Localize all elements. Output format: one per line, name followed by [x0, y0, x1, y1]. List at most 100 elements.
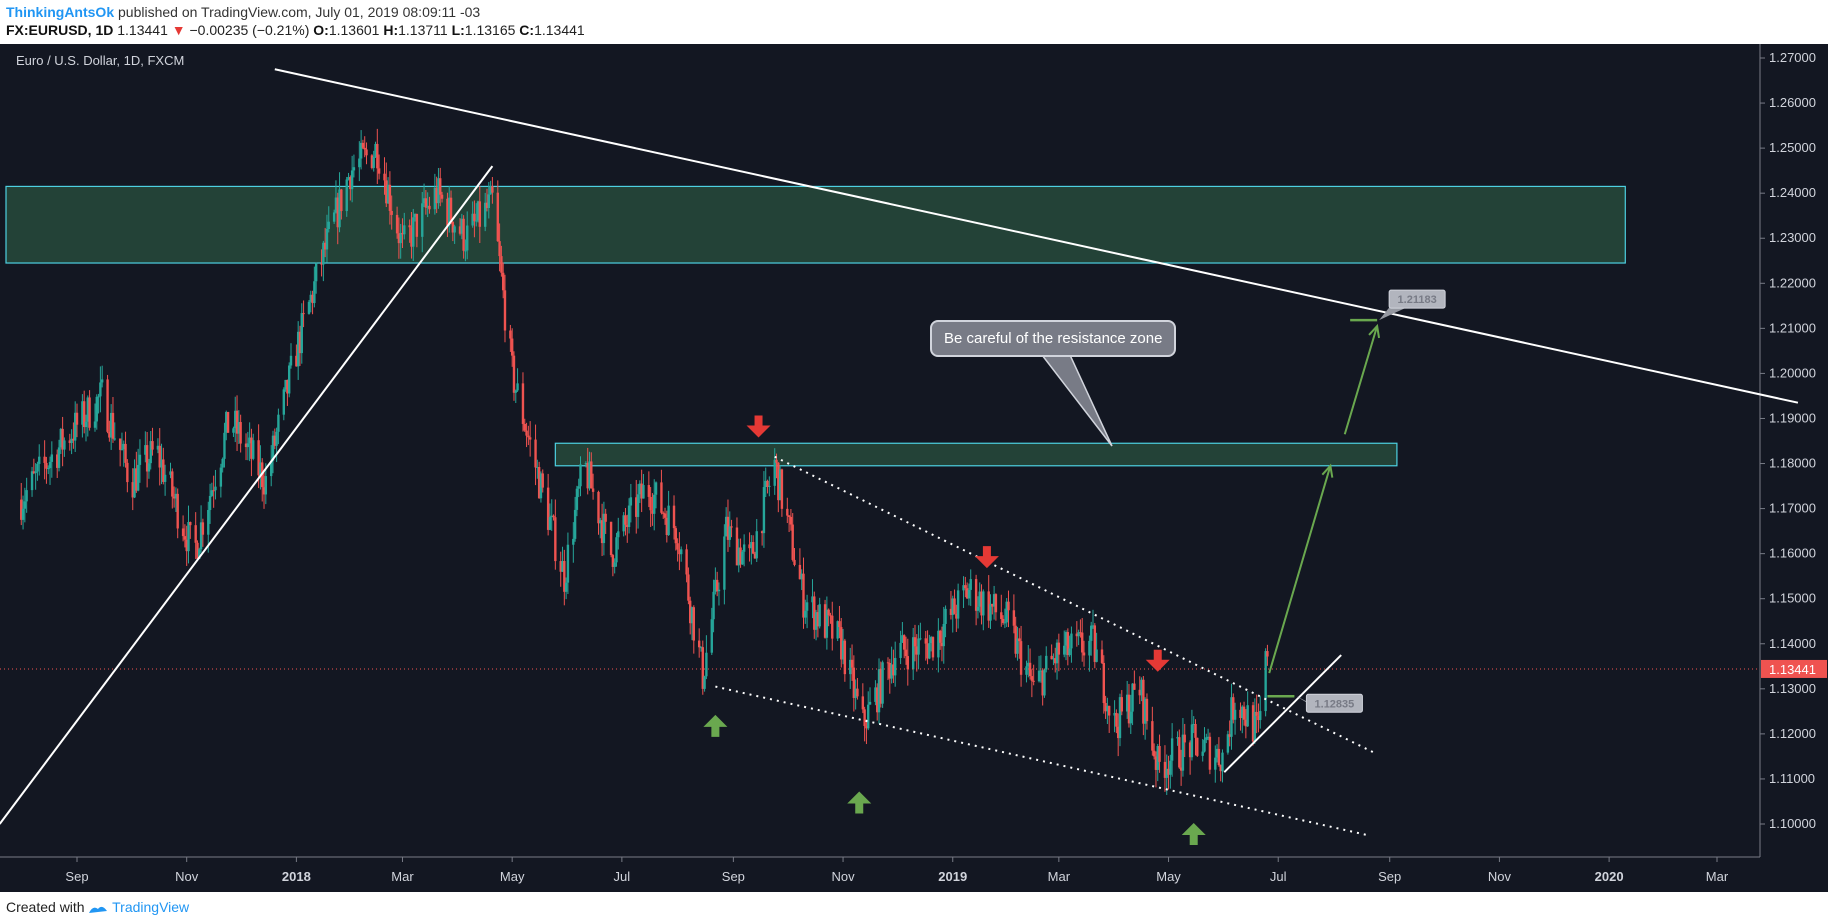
candle-body [270, 460, 273, 477]
candle-body [1259, 711, 1262, 721]
candle-body [395, 214, 399, 234]
y-tick-label: 1.11000 [1769, 771, 1815, 786]
candle-body [1230, 697, 1233, 737]
annotation-callout[interactable]: Be careful of the resistance zone [930, 320, 1177, 357]
candle-body [1127, 694, 1131, 724]
candle-body [940, 642, 944, 647]
candle-body [602, 513, 606, 544]
candle-body [235, 410, 239, 434]
price-label-box [1305, 693, 1363, 713]
candle-body [823, 604, 827, 638]
candle-body [289, 355, 293, 366]
candle-body [863, 709, 866, 727]
candle-body [448, 197, 451, 226]
candle-body [1228, 734, 1231, 737]
y-tick-label: 1.19000 [1769, 410, 1816, 425]
candle-body [579, 464, 582, 487]
candle-body [376, 143, 379, 169]
candle-body [118, 438, 122, 450]
candle-body [158, 445, 161, 468]
candle-body [302, 313, 305, 315]
candle-body [314, 263, 318, 282]
candle-body [147, 463, 151, 472]
candle-body [1214, 757, 1217, 770]
candle-body [295, 355, 298, 367]
candle-body [627, 505, 631, 528]
tradingview-brand-link[interactable]: TradingView [112, 899, 190, 915]
candle-body [1255, 711, 1258, 716]
candle-body [599, 520, 602, 524]
chart-canvas[interactable]: 1.27000 1.26000 1.25000 1.24000 1.23000 1.220… [0, 44, 1828, 892]
open-label: O: [313, 22, 329, 38]
candle-body [498, 241, 501, 257]
candle-body [20, 499, 23, 520]
candle-body [370, 155, 374, 168]
y-tick-label: 1.27000 [1769, 50, 1816, 65]
candle-body [868, 701, 872, 705]
candle-body [827, 609, 830, 616]
candle-body [271, 435, 275, 461]
last-price: 1.13441 [117, 22, 168, 38]
candle-body [1181, 734, 1185, 771]
candle-body [1025, 666, 1028, 675]
candle-body [189, 521, 192, 526]
change-value: −0.00235 (−0.21%) [189, 22, 310, 38]
candle-body [994, 594, 998, 613]
candle-body [1066, 632, 1070, 656]
x-tick-label: 2020 [1595, 869, 1624, 884]
y-tick-label: 1.23000 [1769, 230, 1816, 245]
candle-body [307, 301, 311, 314]
candle-body [210, 490, 214, 496]
candle-body [1107, 705, 1111, 716]
candle-body [25, 490, 28, 502]
candle-body [843, 640, 847, 675]
candle-body [750, 542, 753, 549]
candle-body [358, 158, 361, 168]
candle-body [667, 505, 670, 535]
candle-body [372, 157, 375, 168]
candle-body [1140, 679, 1143, 696]
candle-body [982, 591, 985, 616]
candle-body [160, 459, 163, 468]
y-tick-label: 1.20000 [1769, 365, 1816, 380]
dotted-trend-line [715, 685, 1369, 837]
candle-body [1196, 737, 1199, 756]
candle-body [48, 461, 52, 469]
candle-body [1118, 697, 1122, 739]
published-text: published on TradingView.com, July 01, 2… [114, 4, 481, 20]
candle-body [841, 640, 845, 660]
candle-body [1151, 721, 1154, 751]
candle-body [282, 389, 285, 415]
candle-body [764, 480, 767, 488]
candle-body [1081, 632, 1084, 653]
candle-body [1251, 705, 1255, 742]
candle-body [172, 496, 176, 499]
candle-body [1143, 698, 1147, 724]
candle-body [849, 659, 852, 675]
candle-body [635, 497, 638, 517]
candle-body [730, 526, 733, 528]
candle-body [383, 173, 386, 181]
candle-body [476, 201, 480, 221]
candle-body [726, 516, 730, 540]
candle-body [340, 189, 343, 212]
candle-body [426, 205, 429, 208]
candle-body [1116, 726, 1120, 739]
candle-body [451, 221, 455, 233]
author-link[interactable]: ThinkingAntsOk [6, 4, 115, 20]
candle-body [440, 194, 444, 199]
candle-body [548, 517, 552, 530]
candle-body [219, 467, 223, 487]
x-tick-label: 2019 [938, 869, 967, 884]
candle-body [23, 501, 27, 509]
candle-body [201, 522, 205, 535]
candle-body [133, 468, 136, 498]
chart-area[interactable]: 1.27000 1.26000 1.25000 1.24000 1.23000 1.220… [0, 44, 1828, 892]
candle-body [751, 542, 755, 554]
projection-arrow [1268, 465, 1332, 674]
candle-body [1226, 734, 1230, 753]
candle-body [126, 462, 129, 483]
candle-body [951, 598, 954, 615]
candle-body [113, 438, 116, 440]
candle-body [755, 531, 758, 559]
